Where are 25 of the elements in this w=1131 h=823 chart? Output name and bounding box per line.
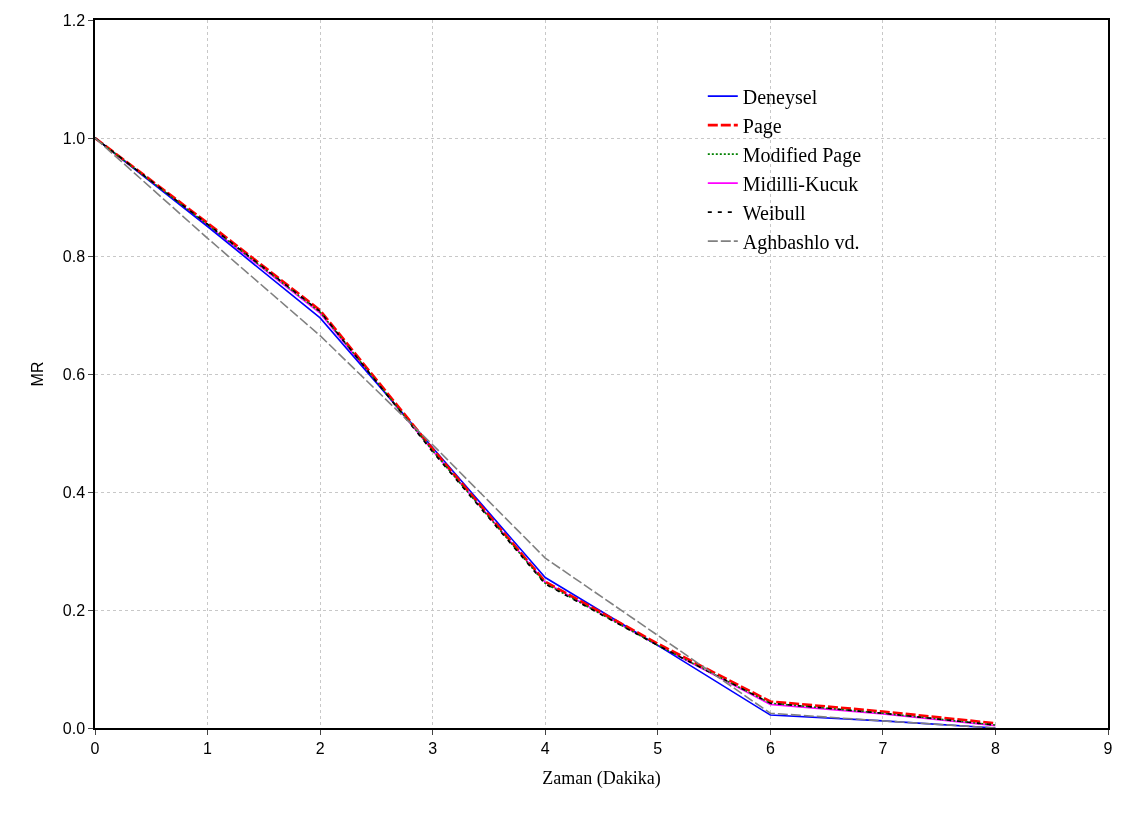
- x-tick-label: 8: [990, 739, 1000, 757]
- y-axis-title: MR: [29, 361, 47, 387]
- x-tick-label: 1: [203, 739, 213, 757]
- legend-label: Midilli-Kucuk: [742, 172, 859, 195]
- x-tick-label: 3: [428, 739, 438, 757]
- legend-label: Weibull: [742, 201, 807, 224]
- x-tick-label: 0: [90, 739, 100, 757]
- y-tick-label: 0.8: [62, 247, 86, 265]
- y-tick-label: 0.2: [62, 601, 86, 619]
- x-tick-label: 4: [540, 739, 550, 757]
- y-tick-label: 0.0: [62, 719, 86, 737]
- y-tick-label: 1.2: [62, 11, 86, 29]
- x-tick-label: 7: [878, 739, 888, 757]
- y-tick-label: 0.4: [62, 483, 86, 501]
- x-axis-title: Zaman (Dakika): [542, 767, 661, 789]
- legend-label: Modified Page: [742, 143, 862, 167]
- legend-label: Deneysel: [742, 85, 818, 109]
- x-tick-label: 5: [653, 739, 663, 757]
- y-tick-label: 0.6: [62, 365, 86, 383]
- x-tick-label: 6: [765, 739, 775, 757]
- legend-label: Page: [742, 114, 782, 138]
- x-tick-label: 2: [315, 739, 325, 757]
- x-tick-label: 9: [1103, 739, 1113, 757]
- y-tick-label: 1.0: [62, 129, 86, 147]
- legend-label: Aghbashlo vd.: [742, 230, 860, 254]
